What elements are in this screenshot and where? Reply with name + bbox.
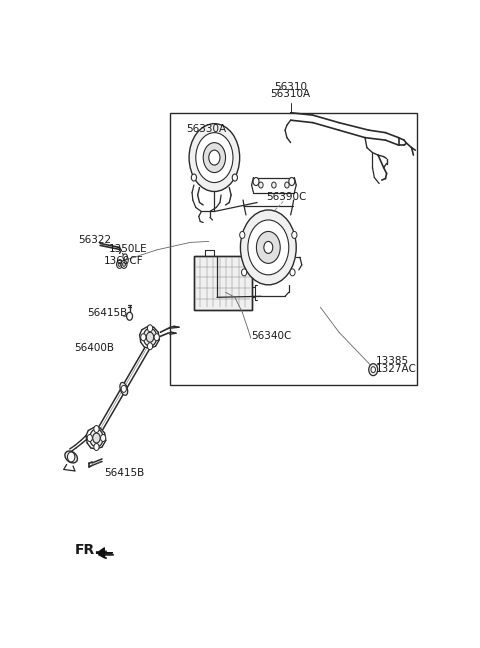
Circle shape: [192, 174, 196, 181]
Circle shape: [123, 254, 127, 260]
Circle shape: [290, 269, 295, 276]
Circle shape: [240, 231, 245, 238]
Bar: [194, 256, 252, 310]
Circle shape: [147, 325, 153, 332]
Circle shape: [141, 334, 146, 341]
Circle shape: [122, 262, 125, 266]
Circle shape: [67, 452, 75, 462]
Text: 1350LE: 1350LE: [108, 244, 147, 254]
Text: 56415B: 56415B: [87, 308, 127, 318]
Text: 56400B: 56400B: [74, 343, 114, 353]
Circle shape: [232, 174, 238, 181]
Circle shape: [117, 260, 122, 268]
Ellipse shape: [65, 451, 77, 463]
Circle shape: [121, 260, 127, 268]
Circle shape: [87, 435, 92, 441]
Circle shape: [248, 220, 289, 275]
Circle shape: [121, 386, 126, 392]
Circle shape: [127, 312, 132, 320]
Text: 56415B: 56415B: [104, 469, 144, 478]
Circle shape: [146, 332, 154, 342]
Text: 13385: 13385: [376, 356, 409, 366]
Ellipse shape: [120, 382, 128, 395]
Text: 1360CF: 1360CF: [104, 256, 143, 266]
Circle shape: [94, 443, 99, 450]
Circle shape: [189, 124, 240, 192]
Circle shape: [154, 334, 159, 341]
Circle shape: [209, 150, 220, 165]
Circle shape: [292, 231, 297, 238]
Bar: [170, 113, 417, 385]
Text: 56322: 56322: [78, 235, 111, 246]
Text: FR.: FR.: [75, 543, 101, 557]
Circle shape: [90, 429, 103, 447]
Circle shape: [118, 262, 121, 266]
Circle shape: [240, 210, 296, 285]
Circle shape: [371, 367, 375, 373]
Text: 56340C: 56340C: [252, 331, 292, 341]
Circle shape: [253, 178, 259, 185]
FancyArrowPatch shape: [97, 548, 112, 558]
Text: 56330A: 56330A: [186, 124, 227, 133]
Circle shape: [369, 364, 378, 376]
Text: 56310: 56310: [274, 82, 307, 92]
Text: 56310A: 56310A: [271, 89, 311, 99]
Circle shape: [196, 133, 233, 183]
Text: 56390C: 56390C: [266, 192, 307, 202]
Circle shape: [93, 433, 100, 443]
Circle shape: [272, 182, 276, 188]
Circle shape: [259, 182, 263, 188]
Circle shape: [264, 242, 273, 253]
Circle shape: [285, 182, 289, 188]
Circle shape: [144, 329, 157, 346]
Circle shape: [94, 426, 99, 432]
Circle shape: [241, 269, 247, 276]
Circle shape: [256, 231, 280, 263]
Text: 1327AC: 1327AC: [376, 364, 417, 374]
Circle shape: [147, 343, 153, 350]
Bar: [194, 256, 252, 310]
Circle shape: [203, 143, 226, 172]
Circle shape: [289, 178, 295, 185]
Circle shape: [100, 435, 106, 441]
